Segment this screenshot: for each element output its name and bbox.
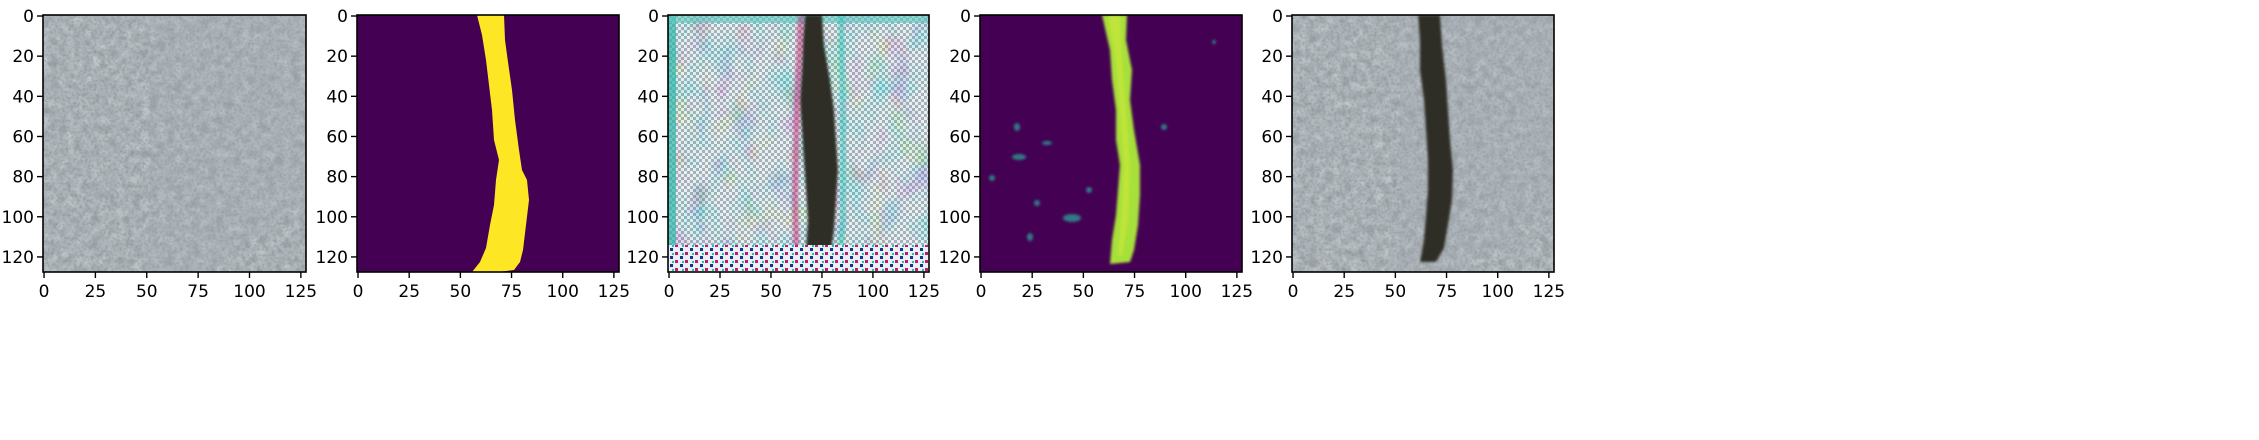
panel-synthesized-photo (1292, 15, 1554, 272)
x-tick-label: 0 (1288, 282, 1299, 302)
x-tick-label: 50 (136, 282, 158, 302)
y-tick-label: 0 (648, 7, 659, 27)
x-tick-label: 125 (908, 282, 940, 302)
axes-synthesized-cracked-photo: 0 25 50 75 100 125 0 20 40 60 80 100 120 (1251, 7, 1566, 302)
axes-input-photo-concrete: 0 25 50 75 100 125 0 20 40 60 80 100 120 (2, 7, 318, 302)
axes-frame (42, 14, 307, 273)
axes-frame (667, 14, 930, 273)
y-tick-label: 80 (637, 168, 659, 188)
y-tick-label: 40 (12, 87, 34, 107)
panel-generated-image (668, 15, 929, 272)
x-tick-label: 100 (546, 282, 578, 302)
x-tick-label: 100 (1481, 282, 1513, 302)
x-tick-label: 0 (976, 282, 987, 302)
x-tick-label: 25 (398, 282, 420, 302)
axes-frame (356, 14, 620, 273)
axes-ground-truth-mask: 0 25 50 75 100 125 0 20 40 60 80 100 120 (316, 7, 631, 302)
crack-mask (472, 15, 529, 272)
axes-frame (1291, 14, 1555, 273)
y-tick-label: 60 (1261, 127, 1283, 147)
y-tick-label: 120 (2, 248, 34, 268)
axes-predicted-probability-map: 0 25 50 75 100 125 0 20 40 60 80 100 120 (939, 7, 1254, 302)
x-tick-label: 75 (501, 282, 523, 302)
x-tick-label: 75 (1436, 282, 1458, 302)
y-tick-label: 120 (627, 248, 659, 268)
x-tick-label: 50 (1385, 282, 1407, 302)
y-tick-label: 100 (2, 208, 34, 228)
concrete-grain (43, 15, 306, 272)
y-tick-label: 80 (1261, 168, 1283, 188)
y-tick-label: 120 (316, 248, 348, 268)
generated-crack (800, 15, 838, 272)
y-tick-label: 60 (12, 127, 34, 147)
x-tick-label: 125 (285, 282, 317, 302)
y-tick-label: 0 (23, 7, 34, 27)
x-tick-label: 25 (1333, 282, 1355, 302)
x-tick-label: 25 (85, 282, 107, 302)
y-tick-label: 100 (1251, 208, 1283, 228)
predicted-crack (1102, 15, 1140, 264)
y-tick-label: 60 (326, 127, 348, 147)
cyan-fringe (836, 15, 846, 272)
y-tick-label: 40 (949, 87, 971, 107)
y-tick-label: 20 (12, 47, 34, 67)
axes-frame (979, 14, 1243, 273)
x-tick-label: 100 (233, 282, 265, 302)
y-tick-label: 80 (949, 168, 971, 188)
y-tick-label: 60 (949, 127, 971, 147)
x-tick-label: 25 (1021, 282, 1043, 302)
x-tick-label: 125 (598, 282, 630, 302)
panel-prediction-map (980, 15, 1242, 272)
x-tick-label: 75 (1124, 282, 1146, 302)
bottom-band-artifacts (668, 245, 929, 272)
panel-ground-truth-mask (357, 15, 619, 272)
y-tick-label: 20 (1261, 47, 1283, 67)
y-tick-label: 100 (316, 208, 348, 228)
magenta-fringe (792, 15, 804, 272)
light-patch (150, 15, 306, 272)
x-tick-label: 0 (39, 282, 50, 302)
y-tick-label: 0 (960, 7, 971, 27)
x-tick-label: 0 (353, 282, 364, 302)
x-tick-label: 75 (187, 282, 209, 302)
x-tick-label: 75 (811, 282, 833, 302)
x-tick-label: 50 (1073, 282, 1095, 302)
y-tick-label: 20 (949, 47, 971, 67)
y-tick-label: 40 (637, 87, 659, 107)
y-tick-label: 20 (637, 47, 659, 67)
y-tick-label: 80 (326, 168, 348, 188)
synth-crack (1418, 15, 1453, 262)
y-tick-label: 20 (326, 47, 348, 67)
x-tick-label: 100 (857, 282, 889, 302)
y-tick-label: 0 (1272, 7, 1283, 27)
x-tick-label: 125 (1533, 282, 1565, 302)
x-tick-label: 50 (760, 282, 782, 302)
x-tick-label: 100 (1169, 282, 1201, 302)
x-tick-label: 0 (664, 282, 675, 302)
y-tick-label: 100 (939, 208, 971, 228)
left-edge-artifact (668, 15, 676, 272)
x-tick-label: 50 (450, 282, 472, 302)
predicted-crack-core (1108, 15, 1130, 255)
y-tick-label: 100 (627, 208, 659, 228)
y-tick-label: 40 (1261, 87, 1283, 107)
panel-input-photo (43, 15, 306, 272)
y-tick-label: 120 (1251, 248, 1283, 268)
x-tick-label: 25 (709, 282, 731, 302)
y-tick-label: 60 (637, 127, 659, 147)
x-tick-label: 125 (1221, 282, 1253, 302)
y-tick-label: 40 (326, 87, 348, 107)
y-tick-label: 120 (939, 248, 971, 268)
axes-generated-image-artifacts: 0 25 50 75 100 125 0 20 40 60 80 100 120 (627, 7, 941, 302)
false-positive-blobs (989, 40, 1216, 241)
y-tick-label: 0 (337, 7, 348, 27)
y-tick-label: 80 (12, 168, 34, 188)
